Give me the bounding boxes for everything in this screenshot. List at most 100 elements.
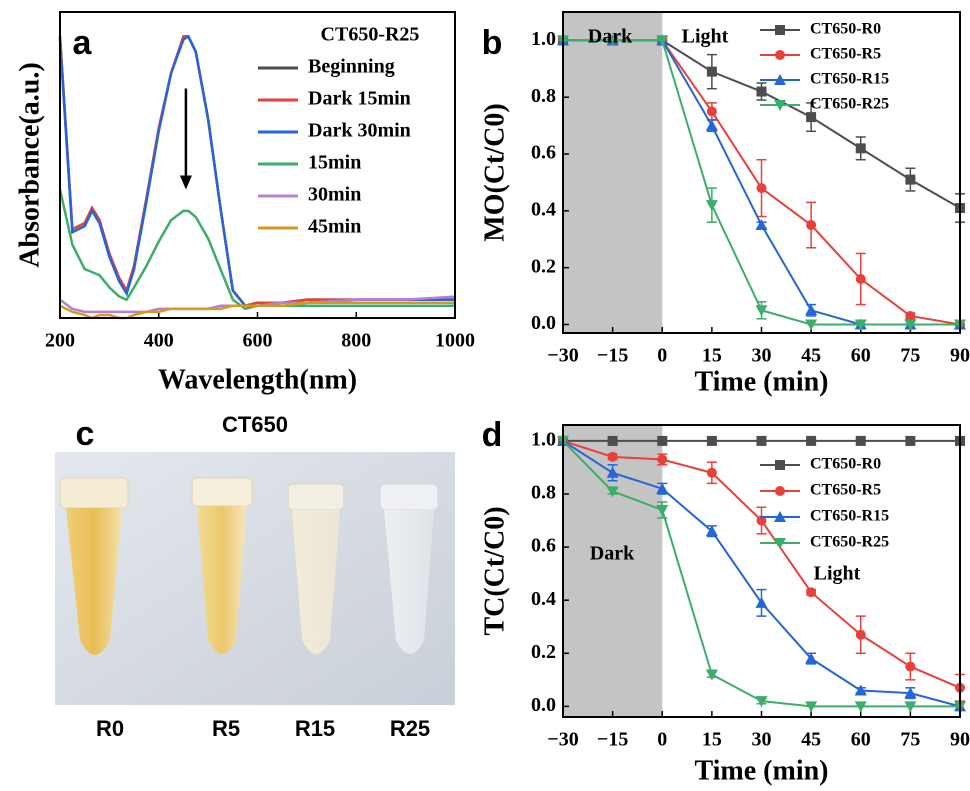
y-tick-label: 0.8 <box>531 482 556 504</box>
marker <box>905 435 916 446</box>
marker <box>805 701 818 713</box>
legend-label: 15min <box>308 152 361 174</box>
marker <box>755 596 768 608</box>
legend-label: Dark 30min <box>308 120 411 142</box>
y-tick-label: 0.8 <box>531 85 556 107</box>
x-tick-label: 90 <box>950 729 970 751</box>
x-tick-label: 75 <box>900 729 920 751</box>
photo-label: R25 <box>390 716 430 741</box>
x-tick-label: 30 <box>752 345 772 367</box>
x-tick-label: 200 <box>45 330 75 352</box>
marker <box>855 143 866 154</box>
marker <box>904 701 917 713</box>
legend-label: CT650-R0 <box>810 21 881 38</box>
series-line <box>58 35 455 308</box>
panel-label: c <box>76 415 95 453</box>
panel-label: a <box>73 24 93 62</box>
legend-label: CT650-R0 <box>810 456 881 473</box>
marker <box>706 66 717 77</box>
y-tick-label: 1.0 <box>531 28 556 50</box>
marker <box>904 319 917 331</box>
marker <box>755 305 768 317</box>
y-tick-label: 0.2 <box>531 255 556 277</box>
x-tick-label: 800 <box>341 330 371 352</box>
y-axis-title: MO(Ct/C0) <box>479 103 510 241</box>
marker <box>706 106 717 117</box>
y-axis-title: TC(Ct/C0) <box>479 506 510 635</box>
legend-label: CT650-R5 <box>810 482 881 499</box>
y-tick-label: 0.2 <box>531 641 556 663</box>
marker <box>607 451 618 462</box>
x-tick-label: 15 <box>702 345 722 367</box>
marker <box>756 86 767 97</box>
marker <box>656 35 669 47</box>
marker <box>775 50 785 60</box>
panel-label: b <box>482 24 503 62</box>
x-tick-label: −30 <box>547 729 578 751</box>
annotation: Dark <box>588 26 633 48</box>
marker <box>855 435 866 446</box>
x-tick-label: 90 <box>950 345 970 367</box>
x-tick-label: 75 <box>900 345 920 367</box>
marker <box>657 454 668 465</box>
x-tick-label: 1000 <box>435 330 475 352</box>
x-axis-title: Time (min) <box>694 755 828 786</box>
marker <box>806 112 817 123</box>
marker <box>706 435 717 446</box>
marker <box>805 652 818 664</box>
marker <box>905 661 916 672</box>
marker <box>607 435 618 446</box>
photo <box>55 452 455 705</box>
marker <box>606 486 619 498</box>
series-line <box>58 35 455 308</box>
x-tick-label: 0 <box>657 729 667 751</box>
y-tick-label: 0.0 <box>531 694 556 716</box>
x-tick-label: 45 <box>801 729 821 751</box>
marker <box>904 687 917 699</box>
y-tick-label: 0.0 <box>531 312 556 334</box>
marker <box>755 219 768 231</box>
y-tick-label: 0.6 <box>531 142 556 164</box>
marker <box>805 319 818 331</box>
marker <box>775 25 785 35</box>
y-tick-label: 0.6 <box>531 535 556 557</box>
y-tick-label: 0.4 <box>531 198 556 220</box>
photo-label: R15 <box>295 716 335 741</box>
panel-label: d <box>482 416 503 454</box>
x-tick-label: −15 <box>597 729 628 751</box>
marker <box>806 220 817 231</box>
marker <box>705 119 718 131</box>
photo-label: R5 <box>212 716 240 741</box>
marker <box>705 525 718 537</box>
marker <box>905 174 916 185</box>
legend-label: 45min <box>308 216 361 238</box>
tube <box>287 483 345 654</box>
series-line <box>59 301 455 320</box>
plot-frame <box>59 11 456 319</box>
marker <box>855 274 866 285</box>
series-line <box>58 189 455 311</box>
marker <box>657 435 668 446</box>
marker <box>805 304 818 316</box>
marker <box>905 310 916 321</box>
legend-label: CT650-R5 <box>810 46 881 63</box>
marker <box>775 486 785 496</box>
marker <box>806 435 817 446</box>
marker <box>854 701 867 713</box>
x-tick-label: 600 <box>243 330 273 352</box>
x-tick-label: 0 <box>657 345 667 367</box>
marker <box>606 466 619 478</box>
y-tick-label: 0.4 <box>531 588 556 610</box>
marker <box>774 538 786 549</box>
marker <box>756 183 767 194</box>
legend-label: CT650-R25 <box>810 534 889 551</box>
marker <box>706 467 717 478</box>
legend-label: 30min <box>308 184 361 206</box>
marker <box>806 587 817 598</box>
y-axis-title: Absorbance(a.u.) <box>14 62 45 267</box>
plot-frame <box>562 424 961 718</box>
legend-label: Beginning <box>308 56 395 78</box>
marker <box>755 696 768 708</box>
marker <box>774 74 786 85</box>
marker <box>705 200 718 212</box>
